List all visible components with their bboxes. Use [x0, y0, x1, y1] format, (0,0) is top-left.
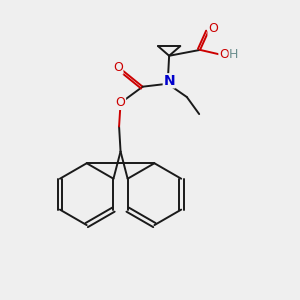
Text: O: O [113, 61, 123, 74]
Text: O: O [208, 22, 218, 35]
Text: O: O [116, 96, 125, 110]
Text: O: O [219, 48, 229, 62]
Text: N: N [163, 74, 175, 88]
Text: H: H [229, 48, 239, 61]
